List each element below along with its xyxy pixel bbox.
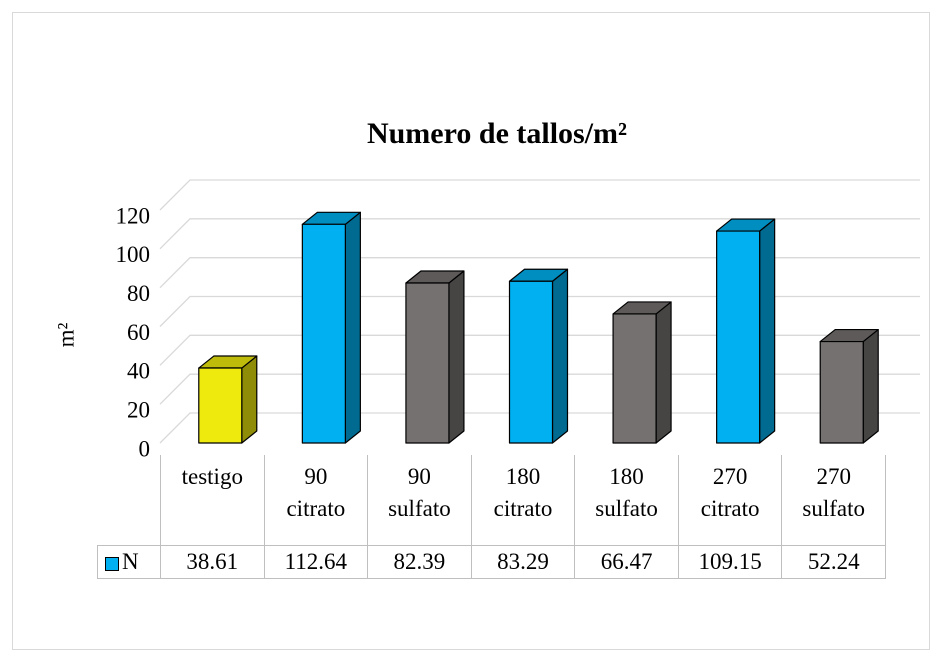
bar-face xyxy=(241,355,258,444)
bar-face xyxy=(448,270,465,444)
category-cell-text: 90 citrato xyxy=(286,464,346,521)
bar-face xyxy=(655,301,672,444)
category-cell-text: 180 sulfato xyxy=(595,464,658,521)
grid-line xyxy=(159,412,920,444)
grid-line xyxy=(159,334,920,366)
y-tick-label: 100 xyxy=(116,242,151,267)
value-cell-text: 38.61 xyxy=(186,549,239,574)
bar-face xyxy=(301,223,346,444)
grid-line xyxy=(159,218,920,250)
value-cell-text: 52.24 xyxy=(807,549,860,574)
category-cell-text: 180 citrato xyxy=(493,464,553,521)
category-cell: 270 sulfato xyxy=(781,455,886,546)
bar-face xyxy=(716,230,761,444)
y-tick-label: 40 xyxy=(127,359,150,384)
value-cell: 66.47 xyxy=(574,545,679,579)
bar-face xyxy=(819,340,864,444)
bar-face xyxy=(759,218,776,444)
value-cell: 112.64 xyxy=(263,545,369,579)
bar xyxy=(198,355,258,444)
value-cell: 38.61 xyxy=(160,545,265,579)
bar xyxy=(716,218,776,444)
value-cell-text: 82.39 xyxy=(393,549,446,574)
bar-face xyxy=(344,211,361,444)
category-cell: 90 sulfato xyxy=(367,455,472,546)
bar-face xyxy=(612,313,657,444)
chart-frame xyxy=(12,12,930,650)
category-cell: 270 citrato xyxy=(677,455,783,546)
y-tick-label: 0 xyxy=(139,436,151,461)
value-cell-text: 66.47 xyxy=(600,549,653,574)
value-cell-text: 83.29 xyxy=(497,549,549,574)
category-cell: 180 citrato xyxy=(470,455,576,546)
bar-face xyxy=(508,280,554,444)
value-cell: 83.29 xyxy=(470,545,576,579)
bar-face xyxy=(198,367,243,444)
bar xyxy=(508,268,569,444)
y-tick-label: 80 xyxy=(127,281,150,306)
category-cell-text: 90 sulfato xyxy=(388,464,451,521)
category-cell: 180 sulfato xyxy=(574,455,679,546)
category-cell-text: 270 sulfato xyxy=(802,464,865,521)
grid-line xyxy=(159,179,920,211)
value-cell: 109.15 xyxy=(677,545,783,579)
bar xyxy=(405,270,465,444)
category-cell: testigo xyxy=(160,455,265,546)
legend-key xyxy=(105,556,119,571)
category-cell-text: 270 citrato xyxy=(700,464,760,521)
legend-cell: N xyxy=(97,545,161,579)
bar-face xyxy=(862,328,879,444)
value-cell: 52.24 xyxy=(781,545,886,579)
bar-face xyxy=(551,268,569,444)
category-cell-text: testigo xyxy=(181,464,243,489)
value-cell-text: 112.64 xyxy=(284,549,348,574)
grid-line xyxy=(159,373,920,405)
chart-title: Numero de tallos/m² xyxy=(367,117,627,150)
bar xyxy=(819,328,879,444)
y-tick-label: 60 xyxy=(127,320,150,345)
category-cell: 90 citrato xyxy=(263,455,369,546)
grid-line xyxy=(159,257,920,289)
value-cell: 82.39 xyxy=(367,545,472,579)
grid-line xyxy=(159,295,920,327)
y-tick-label: 120 xyxy=(116,203,151,228)
y-tick-label: 20 xyxy=(127,397,150,422)
bar xyxy=(301,211,361,444)
bar xyxy=(612,301,672,444)
bar-face xyxy=(405,282,450,444)
y-axis-label: m² xyxy=(53,323,78,348)
value-cell-text: 109.15 xyxy=(698,549,762,574)
legend-label: N xyxy=(122,549,139,574)
